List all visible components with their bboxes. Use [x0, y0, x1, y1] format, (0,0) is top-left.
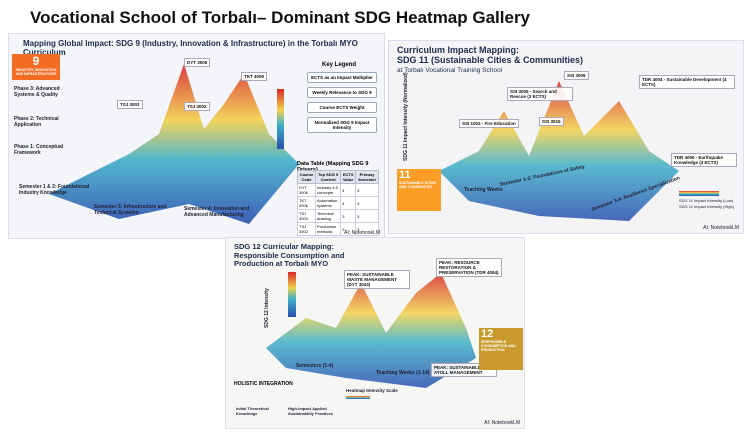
holistic-title: HOLISTIC INTEGRATION — [234, 381, 293, 387]
phase: Phase 3: Advanced Systems & Quality — [14, 86, 60, 98]
table-cell: 4 — [355, 196, 379, 210]
peak-label: TKT 4006 — [241, 72, 268, 81]
color-bar — [288, 272, 296, 317]
heat-surface — [266, 273, 476, 388]
note: PEAK: RESOURCE RESTORATION & PRESERVATIO… — [436, 258, 502, 277]
table-cell: TSJ 3002 — [296, 222, 317, 236]
credit: AI: NotebookLM — [344, 230, 380, 236]
table-header-row: Course Code Top SDG 9 Content ECTS Value Pr… — [296, 170, 379, 184]
table-cell: TSJ 3003 — [296, 209, 317, 223]
panel-subtitle: at Torbalı Vocational Training School — [397, 67, 503, 74]
table-cell: Automation systems — [315, 196, 342, 210]
table-header: Primary Semester — [355, 170, 379, 184]
peak-label: TSJ 3003 — [117, 100, 143, 109]
legend-item: ECTS as an Impact Multiplier — [307, 72, 377, 83]
panel-title: Curriculum Impact Mapping: — [397, 45, 520, 55]
table-cell: 3 — [355, 209, 379, 223]
table-cell: 3 — [355, 222, 379, 236]
note: TDR 4004 - Sustainable Development (4 EC… — [639, 75, 735, 89]
data-table: Course Code Top SDG 9 Content ECTS Value Pr… — [296, 170, 379, 236]
phase: Phase 2: Technical Application — [14, 116, 59, 128]
table-cell: 4 — [340, 196, 357, 210]
axis-label: Semester 3: Infrastructure and Technical… — [94, 204, 167, 216]
table-cell: 4 — [340, 183, 357, 197]
table-header: Course Code — [296, 170, 317, 184]
legend-title: Key Legend — [321, 62, 356, 68]
note: SSI 3009 — [564, 71, 589, 80]
sdg-badge: 12 RESPONSIBLE CONSUMPTION AND PRODUCTION — [479, 328, 523, 370]
note: SSI 3005 - Search and Rescue (3 ECTS) — [507, 87, 573, 101]
sdg-badge: 11 SUSTAINABLE CITIES AND COMMUNITIES — [397, 169, 441, 211]
scale-label: SDG 11 Impact Intensity (High) — [679, 204, 735, 209]
note: PEAK: SUSTAINABLE WASTE MANAGEMENT (DYT … — [344, 270, 410, 289]
table-row: TSJ 3003 Technical drawing 3 3 — [296, 209, 379, 223]
sdg-badge: 9 INDUSTRY, INNOVATION AND INFRASTRUCTURE — [12, 54, 60, 80]
panel-title: Responsible Consumption and Production a… — [234, 251, 345, 269]
axis-label: Teaching Weeks — [464, 187, 503, 193]
panel-title: SDG 12 Curricular Mapping: — [234, 242, 335, 251]
panel-sdg12: SDG 12 Curricular Mapping: Responsible C… — [225, 237, 525, 429]
scale-title: Heatmap Intensity Scale — [346, 388, 398, 393]
axis-label: Semester 4: Innovation and Advanced Manu… — [184, 206, 250, 218]
holistic-item: High-Impact Applied Sustainability Pract… — [288, 406, 333, 416]
axis-label: SDG 12 Intensity — [264, 288, 270, 328]
table-cell: 3 — [355, 183, 379, 197]
scale-label: SDG 11 Impact Intensity (Low) — [679, 198, 734, 203]
badge-text: RESPONSIBLE CONSUMPTION AND PRODUCTION — [481, 340, 516, 352]
badge-text: INDUSTRY, INNOVATION AND INFRASTRUCTURE — [15, 68, 57, 76]
table-header: ECTS Value — [340, 170, 357, 184]
credit: AI: NotebookLM — [484, 420, 520, 426]
note: SSI 1003 - Fire Education — [459, 119, 519, 128]
holistic-item: Initial Theoretical Knowledge — [236, 406, 269, 416]
heat-surface — [49, 64, 299, 224]
scale-bar — [346, 396, 370, 399]
surface — [439, 81, 719, 221]
peak-label: DYT 3006 — [184, 58, 211, 67]
surface — [266, 272, 476, 399]
table-cell: Production methods — [315, 222, 342, 236]
table-row: TSJ 3002 Production methods 3 3 — [296, 222, 379, 236]
legend-item: Normalized SDG 9 Impact Intensity — [307, 117, 377, 133]
note: SSI 3015 — [539, 117, 564, 126]
panel-sdg11: Curriculum Impact Mapping: SDG 11 (Susta… — [388, 40, 744, 234]
badge-number: 11 — [399, 169, 411, 181]
table-cell: DYT 3006 — [296, 183, 317, 197]
badge-number: 9 — [32, 54, 40, 68]
panel-title: Mapping Global Impact: SDG 9 (Industry, … — [23, 39, 358, 57]
peak-label: TSJ 3002 — [184, 102, 210, 111]
color-bar — [679, 191, 719, 196]
note: TDR 4006 - Earthquake Knowledge (3 ECTS) — [671, 153, 737, 167]
panel-title: SDG 11 (Sustainable Cities & Communities… — [397, 55, 584, 65]
table-header: Top SDG 9 Content — [315, 170, 342, 184]
table-row: TKT 4006 Automation systems 4 4 — [296, 196, 379, 210]
axis-label: Teaching Weeks (1-14) — [376, 370, 430, 376]
panel-sdg9: Mapping Global Impact: SDG 9 (Industry, … — [8, 33, 385, 239]
table-cell: 3 — [340, 209, 357, 223]
badge-text: SUSTAINABLE CITIES AND COMMUNITIES — [399, 181, 436, 189]
gallery-title: Vocational School of Torbalı– Dominant S… — [30, 8, 531, 27]
color-bar — [277, 89, 284, 149]
legend-item: Course ECTS Weight — [307, 102, 377, 113]
table-cell: Technical drawing — [315, 209, 342, 223]
heat-surface — [439, 81, 679, 221]
table-cell: TKT 4006 — [296, 196, 317, 210]
phase: Phase 1: Conceptual Framework — [14, 144, 64, 156]
legend-item: Weekly Relevance to SDG 9 — [307, 87, 377, 98]
table-cell: Industry 4.0 concepts — [315, 183, 342, 197]
axis-label: Semesters (1-4) — [296, 363, 334, 369]
credit: AI: NotebookLM — [703, 225, 739, 231]
table-cell: 3 — [340, 222, 357, 236]
table-row: DYT 3006 Industry 4.0 concepts 4 3 — [296, 183, 379, 197]
axis-label: SDG 11 Impact Intensity (Normalized) — [403, 72, 409, 161]
surface — [49, 64, 299, 224]
axis-label: Semester 1 & 2: Foundational Industry Kn… — [19, 184, 90, 196]
badge-number: 12 — [481, 328, 494, 340]
